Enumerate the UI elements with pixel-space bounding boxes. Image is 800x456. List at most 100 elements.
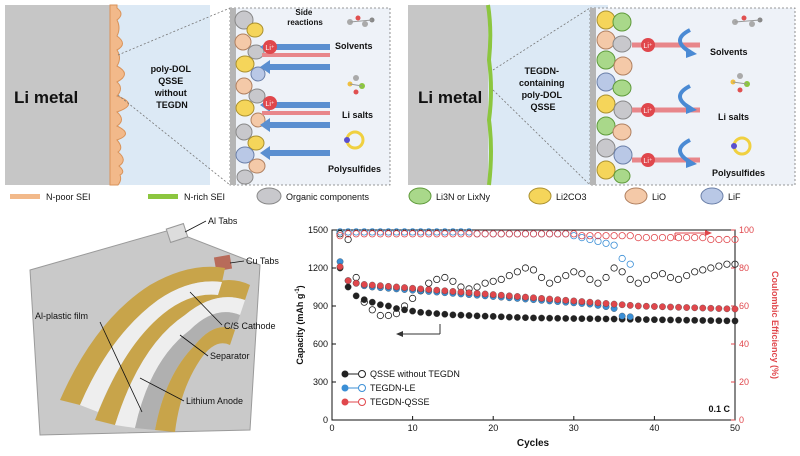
y-left-tick-label: 300 xyxy=(313,377,328,387)
capacity-point-no-tegdn xyxy=(360,296,368,304)
separator-label: Separator xyxy=(210,351,250,361)
legend-li3n-label: Li3N or LixNy xyxy=(436,192,491,202)
legend-li2co3-label: Li2CO3 xyxy=(556,192,587,202)
efficiency-point-no-tegdn xyxy=(723,260,731,268)
separator-band-2 xyxy=(80,281,222,412)
efficiency-point-le xyxy=(376,228,384,236)
solvents-label-right: Solvents xyxy=(710,47,748,57)
efficiency-point-no-tegdn xyxy=(562,271,570,280)
efficiency-point-no-tegdn xyxy=(674,275,683,283)
y-left-tick-label: 1200 xyxy=(308,263,328,273)
chart-y-right-label: Coulombic Efficiency (%) xyxy=(770,271,780,379)
li-salts-label-right: Li salts xyxy=(718,112,749,122)
efficiency-point-qsse xyxy=(513,230,521,238)
capacity-point-qsse xyxy=(723,305,731,313)
attack-arrows-left xyxy=(260,40,330,160)
capacity-point-qsse xyxy=(570,297,578,305)
legend-qsse-filled xyxy=(341,398,349,406)
capacity-point-no-tegdn xyxy=(562,315,570,322)
efficiency-point-qsse xyxy=(368,230,376,238)
legend-li2co3-swatch xyxy=(528,187,552,205)
capacity-point-no-tegdn xyxy=(634,316,642,323)
efficiency-point-no-tegdn xyxy=(336,230,344,238)
efficiency-point-le xyxy=(352,228,360,236)
li-salt-molecule-right xyxy=(730,73,750,93)
efficiency-point-no-tegdn xyxy=(449,277,457,285)
capacity-point-no-tegdn xyxy=(699,317,707,324)
li-ion-arrows-left xyxy=(262,53,330,115)
capacity-point-qsse xyxy=(634,302,642,310)
efficiency-point-no-tegdn xyxy=(699,266,707,274)
capacity-point-qsse xyxy=(691,304,699,312)
solvents-label-left: Solvents xyxy=(335,41,373,51)
efficiency-point-le xyxy=(610,241,618,249)
capacity-point-no-tegdn xyxy=(683,316,690,324)
efficiency-point-no-tegdn xyxy=(529,266,538,274)
anode-band xyxy=(135,312,240,430)
chart-plot-area xyxy=(331,229,736,421)
efficiency-point-qsse xyxy=(618,232,626,240)
capacity-point-qsse xyxy=(594,299,602,307)
efficiency-point-qsse xyxy=(521,230,530,238)
chart-y-left-label-end: ) xyxy=(295,285,305,288)
li-ion-right-3-label: Li⁺ xyxy=(643,158,652,165)
capacity-point-qsse xyxy=(626,302,634,309)
chart-y-left-label-text: Capacity (mAh g xyxy=(295,294,305,365)
efficiency-point-no-tegdn xyxy=(618,268,626,276)
efficiency-point-qsse xyxy=(699,234,707,242)
zoom-line-top-right xyxy=(492,7,591,71)
efficiency-point-qsse xyxy=(449,230,457,238)
capacity-point-no-tegdn xyxy=(425,309,433,317)
capacity-point-no-tegdn xyxy=(368,298,376,306)
polysulfides-label-left: Polysulfides xyxy=(328,164,381,174)
efficiency-point-qsse xyxy=(529,230,538,238)
efficiency-point-le xyxy=(570,232,578,240)
capacity-point-qsse xyxy=(562,296,570,304)
efficiency-point-no-tegdn xyxy=(554,275,562,283)
efficiency-point-le xyxy=(433,228,441,236)
capacity-point-qsse xyxy=(522,293,529,301)
capacity-point-qsse xyxy=(425,286,433,293)
efficiency-point-qsse xyxy=(497,230,505,238)
y-right-tick-label: 80 xyxy=(739,263,749,273)
capacity-point-qsse xyxy=(618,301,626,309)
al-tab xyxy=(165,222,189,244)
efficiency-point-qsse xyxy=(336,232,344,240)
efficiency-point-no-tegdn xyxy=(594,279,602,287)
efficiency-point-le xyxy=(368,228,376,236)
efficiency-point-no-tegdn xyxy=(578,270,586,278)
efficiency-point-qsse xyxy=(562,230,570,238)
efficiency-point-no-tegdn xyxy=(521,264,530,272)
legend-le-open xyxy=(358,384,366,392)
efficiency-point-le xyxy=(417,228,425,236)
efficiency-point-le xyxy=(384,228,393,236)
capacity-point-no-tegdn xyxy=(578,315,586,323)
y-right-tick-label: 40 xyxy=(739,339,749,349)
capacity-point-no-tegdn xyxy=(659,316,666,324)
zoom-line-bottom-right xyxy=(492,89,591,186)
capacity-point-no-tegdn xyxy=(610,315,618,323)
efficiency-point-no-tegdn xyxy=(433,275,441,283)
capacity-point-no-tegdn xyxy=(449,311,457,319)
capacity-point-no-tegdn xyxy=(344,283,352,291)
capacity-point-qsse xyxy=(586,298,594,306)
separator-leader xyxy=(179,334,209,357)
efficiency-point-qsse xyxy=(642,234,650,242)
efficiency-point-le xyxy=(594,237,602,245)
efficiency-point-le xyxy=(586,235,594,244)
li-ion-right-3 xyxy=(641,153,655,167)
capacity-point-no-tegdn xyxy=(514,314,521,321)
efficiency-point-le xyxy=(449,228,457,236)
legend-qsse-open xyxy=(358,398,366,406)
polysulfide-molecule-left xyxy=(344,130,365,150)
zoom-line-top xyxy=(117,7,231,56)
pouch-cell: Al Tabs Cu Tabs C/S Cathode Al-plastic f… xyxy=(29,216,279,436)
cathode-label: C/S Cathode xyxy=(224,321,276,331)
y-right-tick-label: 100 xyxy=(739,225,754,235)
cathode-band-2 xyxy=(155,327,235,432)
panel-right: Li metal TEGDN- containing poly-DOL QSSE xyxy=(408,4,796,186)
chart-y-left-label: Capacity (mAh g-1) xyxy=(295,285,305,364)
efficiency-point-no-tegdn xyxy=(441,273,449,282)
chart-x-label: Cycles xyxy=(517,438,550,449)
efficiency-point-le xyxy=(578,234,586,242)
